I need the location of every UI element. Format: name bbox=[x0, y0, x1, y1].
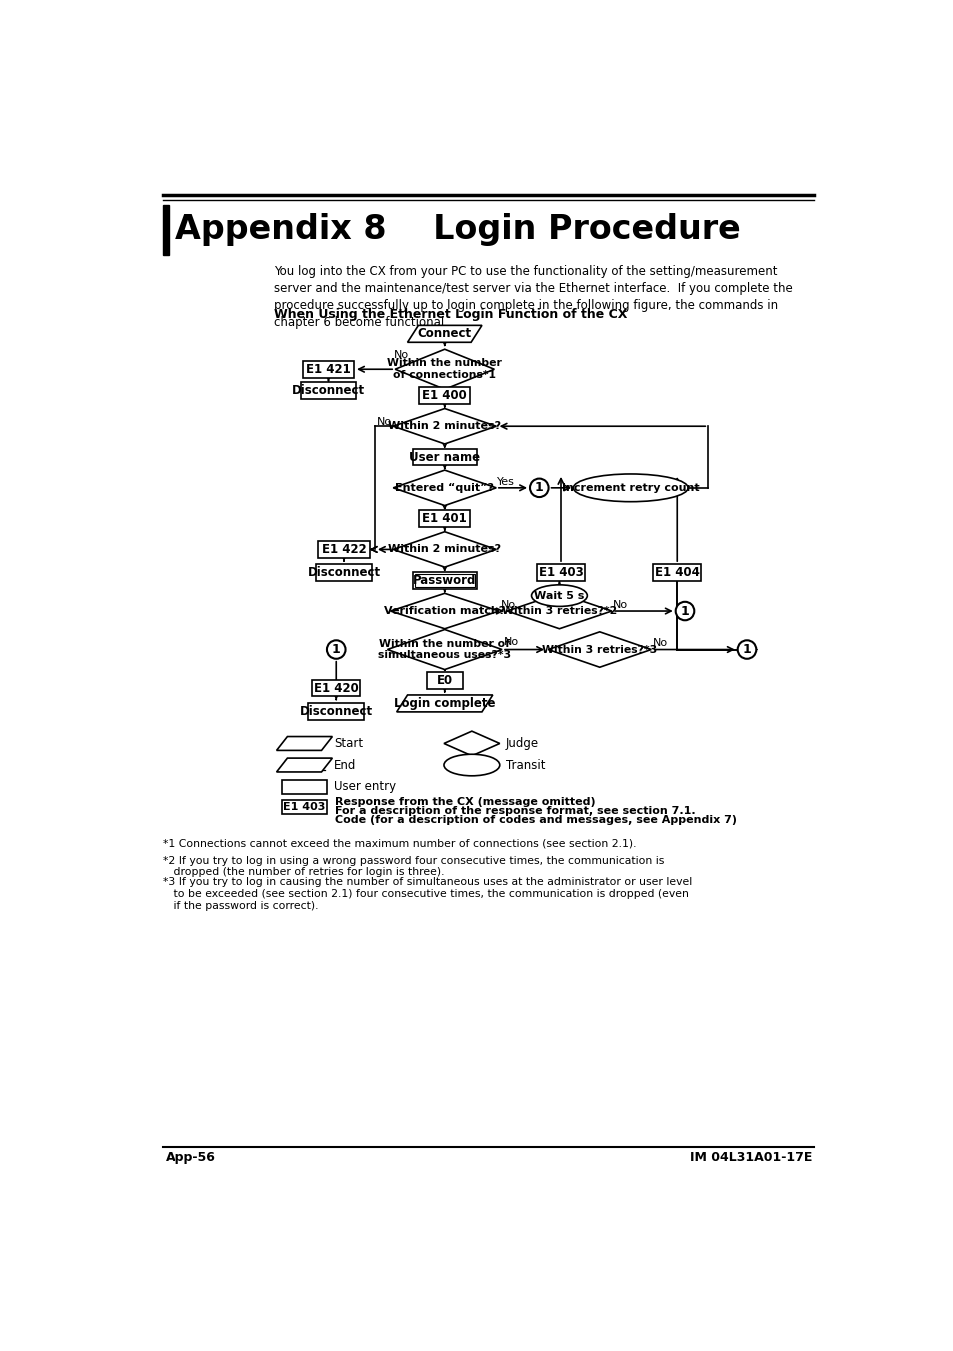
Bar bbox=[418, 511, 470, 527]
Text: End: End bbox=[334, 758, 355, 771]
Polygon shape bbox=[443, 731, 499, 755]
Text: E1 422: E1 422 bbox=[321, 543, 366, 555]
Text: E1 401: E1 401 bbox=[422, 512, 467, 526]
Bar bbox=[303, 361, 354, 378]
Circle shape bbox=[675, 601, 694, 620]
Text: Within 3 retries?*3: Within 3 retries?*3 bbox=[541, 644, 657, 654]
Text: Within the number of
simultaneous uses?*3: Within the number of simultaneous uses?*… bbox=[377, 639, 511, 661]
Text: No: No bbox=[394, 350, 408, 361]
Polygon shape bbox=[390, 593, 498, 628]
Text: Code (for a description of codes and messages, see Appendix 7): Code (for a description of codes and mes… bbox=[335, 816, 737, 825]
Bar bbox=[282, 800, 327, 813]
Polygon shape bbox=[395, 349, 494, 389]
Text: E1 403: E1 403 bbox=[538, 566, 583, 580]
Bar bbox=[415, 574, 474, 586]
Text: Verification match?: Verification match? bbox=[384, 607, 505, 616]
Text: User entry: User entry bbox=[334, 780, 395, 793]
Text: No: No bbox=[503, 636, 518, 647]
Ellipse shape bbox=[443, 754, 499, 775]
Circle shape bbox=[530, 478, 548, 497]
Bar bbox=[537, 565, 584, 581]
Text: Transit: Transit bbox=[505, 758, 545, 771]
Bar bbox=[413, 449, 476, 466]
Bar bbox=[318, 540, 369, 558]
Text: No: No bbox=[500, 600, 516, 609]
Text: 1: 1 bbox=[679, 604, 689, 617]
Polygon shape bbox=[276, 758, 332, 771]
Ellipse shape bbox=[531, 585, 587, 607]
Polygon shape bbox=[276, 736, 332, 750]
Text: Within the number
of connections*1: Within the number of connections*1 bbox=[387, 358, 501, 380]
Text: 1: 1 bbox=[535, 481, 543, 494]
Text: Connect: Connect bbox=[417, 327, 472, 340]
Text: App-56: App-56 bbox=[166, 1151, 215, 1165]
Bar bbox=[282, 780, 327, 793]
Text: E1 400: E1 400 bbox=[422, 389, 467, 403]
Bar bbox=[315, 565, 372, 581]
Bar bbox=[308, 703, 364, 720]
Bar bbox=[163, 205, 169, 255]
Text: Login complete: Login complete bbox=[394, 697, 495, 709]
Polygon shape bbox=[393, 408, 496, 444]
Text: Wait 5 s: Wait 5 s bbox=[534, 590, 584, 601]
Polygon shape bbox=[393, 470, 496, 505]
Bar bbox=[413, 571, 476, 589]
Polygon shape bbox=[393, 532, 496, 567]
Bar bbox=[300, 381, 356, 399]
Polygon shape bbox=[548, 632, 651, 667]
Bar bbox=[418, 386, 470, 404]
Text: Appendix 8    Login Procedure: Appendix 8 Login Procedure bbox=[174, 213, 740, 246]
Bar bbox=[312, 680, 360, 697]
Text: No: No bbox=[652, 639, 667, 648]
Text: *1 Connections cannot exceed the maximum number of connections (see section 2.1): *1 Connections cannot exceed the maximum… bbox=[163, 839, 637, 848]
Text: *2 If you try to log in using a wrong password four consecutive times, the commu: *2 If you try to log in using a wrong pa… bbox=[163, 857, 664, 878]
Ellipse shape bbox=[573, 474, 687, 501]
Text: Start: Start bbox=[334, 736, 363, 750]
Text: Disconnect: Disconnect bbox=[307, 566, 380, 580]
Text: You log into the CX from your PC to use the functionality of the setting/measure: You log into the CX from your PC to use … bbox=[274, 265, 792, 328]
Text: Password: Password bbox=[413, 574, 476, 586]
Text: IM 04L31A01-17E: IM 04L31A01-17E bbox=[689, 1151, 811, 1165]
Bar bbox=[427, 671, 462, 689]
Text: Judge: Judge bbox=[505, 736, 538, 750]
Polygon shape bbox=[387, 630, 501, 670]
Text: Response from the CX (message omitted): Response from the CX (message omitted) bbox=[335, 797, 596, 807]
Text: No: No bbox=[612, 600, 627, 609]
Circle shape bbox=[737, 640, 756, 659]
Text: 1: 1 bbox=[332, 643, 340, 657]
Text: 1: 1 bbox=[741, 643, 751, 657]
Text: E1 404: E1 404 bbox=[654, 566, 699, 580]
Text: E0: E0 bbox=[436, 674, 453, 686]
Text: When Using the Ethernet Login Function of the CX: When Using the Ethernet Login Function o… bbox=[274, 308, 627, 322]
Text: Entered “quit”?: Entered “quit”? bbox=[395, 482, 494, 493]
Text: Within 2 minutes?: Within 2 minutes? bbox=[388, 422, 500, 431]
Text: E1 421: E1 421 bbox=[306, 363, 351, 376]
Text: Yes: Yes bbox=[497, 477, 515, 486]
Polygon shape bbox=[407, 326, 481, 342]
Text: Disconnect: Disconnect bbox=[292, 384, 365, 397]
Polygon shape bbox=[396, 694, 493, 712]
Circle shape bbox=[327, 640, 345, 659]
Polygon shape bbox=[507, 593, 611, 628]
Text: E1 420: E1 420 bbox=[314, 681, 358, 694]
Text: For a description of the response format, see section 7.1.: For a description of the response format… bbox=[335, 807, 696, 816]
Text: Increment retry count: Increment retry count bbox=[561, 482, 699, 493]
Text: Within 3 retries?*2: Within 3 retries?*2 bbox=[501, 607, 617, 616]
Text: Within 2 minutes?: Within 2 minutes? bbox=[388, 544, 500, 554]
Text: E1 403: E1 403 bbox=[283, 801, 325, 812]
Text: Disconnect: Disconnect bbox=[299, 705, 373, 717]
Text: No: No bbox=[376, 417, 392, 427]
Text: User name: User name bbox=[409, 450, 479, 463]
Bar bbox=[653, 565, 700, 581]
Text: *3 If you try to log in causing the number of simultaneous uses at the administr: *3 If you try to log in causing the numb… bbox=[163, 877, 692, 911]
